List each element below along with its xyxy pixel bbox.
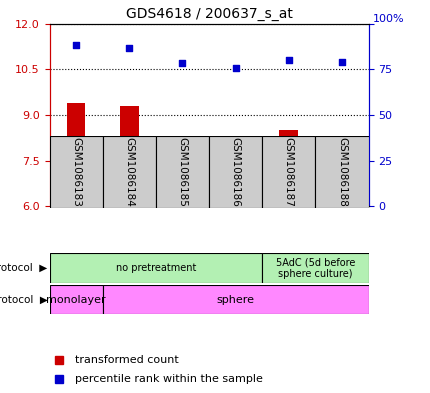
Bar: [156, 136, 209, 208]
Text: 100%: 100%: [372, 14, 403, 24]
Bar: [332, 136, 350, 206]
Bar: [226, 173, 244, 206]
Title: GDS4618 / 200637_s_at: GDS4618 / 200637_s_at: [125, 7, 292, 21]
Bar: [49, 285, 102, 314]
Bar: [120, 106, 138, 206]
Text: percentile rank within the sample: percentile rank within the sample: [75, 374, 262, 384]
Text: GSM1086188: GSM1086188: [336, 137, 346, 207]
Text: no pretreatment: no pretreatment: [115, 263, 196, 273]
Bar: [173, 149, 191, 206]
Bar: [49, 253, 261, 283]
Text: GSM1086185: GSM1086185: [177, 137, 187, 207]
Bar: [67, 103, 85, 206]
Text: GSM1086183: GSM1086183: [71, 137, 81, 207]
Bar: [261, 253, 368, 283]
Point: [178, 60, 185, 66]
Text: GSM1086187: GSM1086187: [283, 137, 293, 207]
Bar: [102, 136, 156, 208]
Text: growth protocol  ▶: growth protocol ▶: [0, 295, 47, 305]
Point: [338, 59, 344, 65]
Text: GSM1086186: GSM1086186: [230, 137, 240, 207]
Point: [232, 64, 239, 71]
Point: [73, 42, 80, 48]
Text: 5AdC (5d before
sphere culture): 5AdC (5d before sphere culture): [275, 257, 354, 279]
Text: transformed count: transformed count: [75, 355, 178, 365]
Text: protocol  ▶: protocol ▶: [0, 263, 47, 273]
Point: [126, 45, 132, 51]
Point: [285, 57, 292, 63]
Bar: [102, 285, 368, 314]
Text: monolayer: monolayer: [46, 295, 106, 305]
Text: GSM1086184: GSM1086184: [124, 137, 134, 207]
Bar: [49, 136, 102, 208]
Bar: [315, 136, 368, 208]
Bar: [209, 136, 261, 208]
Bar: [279, 130, 298, 206]
Text: sphere: sphere: [216, 295, 254, 305]
Bar: [261, 136, 315, 208]
